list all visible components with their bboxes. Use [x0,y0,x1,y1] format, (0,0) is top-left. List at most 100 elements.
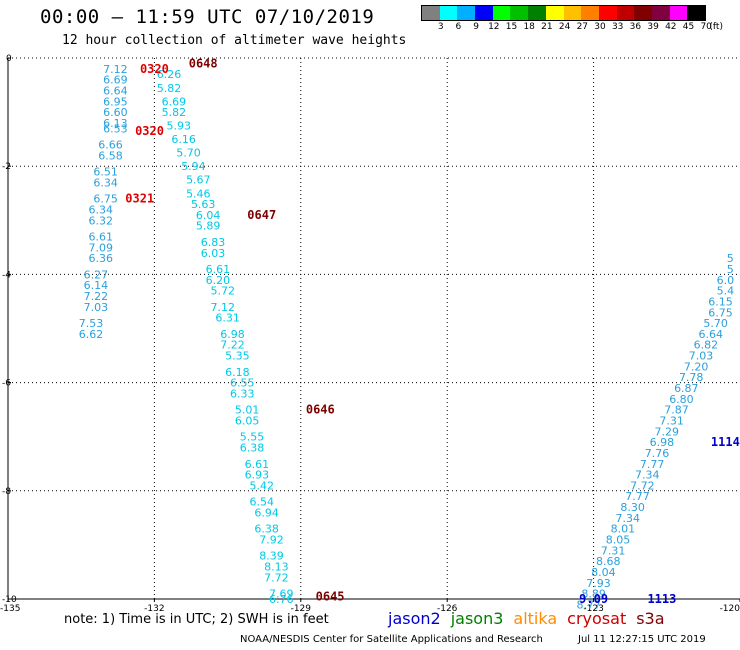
color-swatch [687,6,705,20]
satellite-label-jason2: jason2 [388,609,441,628]
wave-height-point: 7.29 [655,425,680,438]
wave-height-point: 6.80 [669,393,694,406]
wave-height-point: 6.82 [694,339,719,352]
color-scale-label: 3 [437,22,444,32]
x-tick-label: -135 [0,604,20,614]
time-annotation: 9.09 [579,592,608,606]
wave-height-point: 6.98 [650,436,675,449]
wave-height-point: 7.03 [84,301,109,314]
wave-height-point: 7.77 [625,490,650,503]
y-tick-label: -8 [2,487,11,497]
color-scale-bar [421,5,706,21]
color-swatch [651,6,670,20]
chart-subtitle: 12 hour collection of altimeter wave hei… [62,33,407,48]
time-annotation: 0647 [247,208,276,222]
wave-height-point: 7.31 [659,414,684,427]
wave-height-point: 6.60 [103,106,128,119]
y-tick-label: 0 [6,54,12,64]
wave-height-point: 6.34 [93,176,118,189]
y-tick-label: -6 [2,379,11,389]
time-annotation: 1113 [647,592,676,606]
x-tick-label: -126 [437,604,458,614]
wave-height-point: 7.31 [601,544,626,557]
wave-height-point: 6.66 [98,139,123,152]
color-scale-label: 39 [647,22,659,32]
time-annotation: 0320 [135,124,164,138]
x-tick-label: -123 [583,604,603,614]
wave-height-point: 6.76 [269,593,294,606]
credit-text: NOAA/NESDIS Center for Satellite Applica… [240,634,543,645]
wave-height-point: 6.75 [93,193,118,206]
wave-height-point: 7.34 [635,469,660,482]
wave-height-point: 8.01 [611,523,636,536]
wave-height-point: 6.14 [84,279,109,292]
wave-height-point: 8.89 [581,588,606,601]
color-scale-label: 18 [523,22,535,32]
wave-height-point: 6.98 [220,328,245,341]
wave-height-point: 6.26 [157,68,182,81]
wave-height-point: 7.72 [630,479,655,492]
wave-height-point: 6.20 [206,274,231,287]
wave-height-point: 6.32 [88,214,113,227]
x-tick-label: -129 [291,604,312,614]
wave-height-point: 5 [727,252,734,265]
wave-height-point: 8.30 [620,501,645,514]
wave-height-point: 5.01 [235,404,260,417]
wave-height-point: 8.77 [576,598,601,611]
color-swatch [475,6,493,20]
wave-height-point: 6.61 [245,458,270,471]
satellite-legend: jason2 jason3 altika cryosat s3a [388,609,675,628]
color-swatch [510,6,529,20]
wave-height-point: 5.63 [191,198,216,211]
color-scale-label: 42 [665,22,677,32]
wave-height-point: 6.62 [79,328,104,341]
chart-title: 00:00 — 11:59 UTC 07/10/2019 [40,6,375,28]
color-swatch [634,6,652,20]
wave-height-point: 6.53 [103,122,128,135]
wave-height-point: 7.12 [210,301,235,314]
color-scale-label: 70 [700,22,712,32]
wave-height-point: 6.03 [201,247,226,260]
color-swatch [545,6,564,20]
color-scale-label: 33 [611,22,624,32]
time-annotation: 0648 [189,56,218,70]
color-scale-label: 45 [682,22,695,32]
wave-height-point: 6.69 [103,74,128,87]
color-swatch [439,6,458,20]
wave-height-point: 5.67 [186,174,211,187]
time-annotation: 0646 [306,403,335,417]
y-tick-label: -10 [2,595,17,605]
color-scale-label: 15 [505,22,518,32]
wave-height-point: 7.22 [84,290,109,303]
wave-height-point: 7.20 [684,360,709,373]
color-scale-label: (ft) [709,22,723,32]
wave-height-point: 5.82 [162,106,187,119]
color-scale-label: 24 [558,22,571,32]
wave-height-point: 6.64 [698,328,723,341]
wave-height-point: 6.61 [88,231,113,244]
wave-height-point: 7.72 [264,571,289,584]
wave-height-point: 7.03 [689,350,714,363]
wave-height-point: 8.04 [591,566,616,579]
wave-height-point: 5.70 [176,147,201,160]
y-tick-label: -4 [2,270,11,280]
wave-height-point: 5.72 [210,285,235,298]
wave-height-point: 8.68 [596,555,621,568]
wave-height-point: 7.09 [88,241,113,254]
wave-height-point: 6.55 [230,377,255,390]
wave-height-point: 5.93 [167,120,192,133]
color-scale-label: 9 [473,22,479,32]
color-scale-label: 12 [488,22,500,32]
wave-height-point: 5.55 [240,431,265,444]
color-scale-label: 6 [455,22,462,32]
wave-height-point: 7.69 [269,588,294,601]
wave-height-point: 6.61 [206,263,231,276]
wave-height-point: 6.87 [674,382,699,395]
wave-height-point: 6.31 [215,312,240,325]
wave-height-point: 8.39 [259,550,284,563]
wave-height-point: 6.93 [245,469,270,482]
wave-height-point: 5.46 [186,187,211,200]
wave-height-point: 7.77 [640,458,665,471]
wave-height-point: 6.69 [162,95,187,108]
wave-height-point: 6.95 [103,95,128,108]
